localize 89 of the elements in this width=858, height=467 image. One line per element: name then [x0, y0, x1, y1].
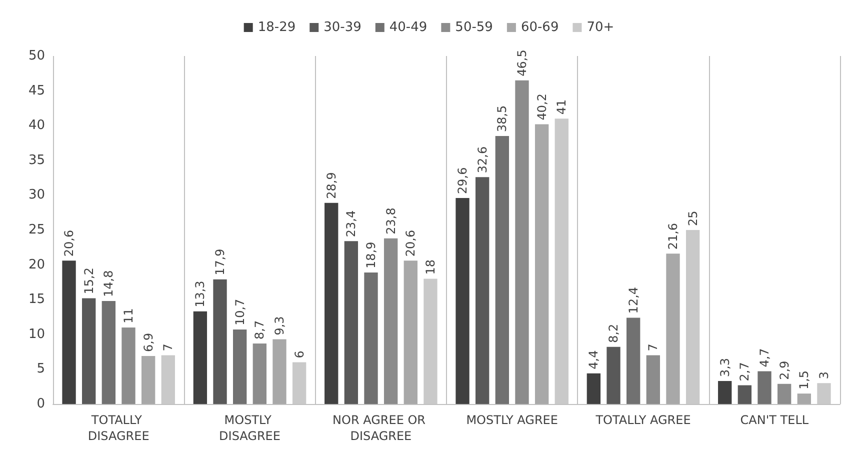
y-tick-label: 20 [28, 257, 45, 272]
bar [738, 385, 752, 404]
bar [777, 384, 792, 404]
y-tick-label: 40 [28, 118, 45, 134]
data-label: 29,6 [456, 167, 470, 194]
data-label: 1,5 [797, 370, 812, 390]
data-label: 15,2 [82, 267, 96, 294]
bar [718, 381, 732, 404]
data-label: 4,4 [586, 350, 601, 370]
data-label: 6,9 [141, 332, 156, 352]
data-label: 10,7 [232, 298, 247, 326]
legend-label: 60-69 [520, 20, 559, 35]
data-label: 18 [423, 259, 438, 275]
bar [797, 394, 811, 404]
data-label: 3,3 [718, 358, 732, 378]
bar [141, 356, 156, 404]
y-tick-label: 0 [36, 396, 45, 412]
data-label: 20,6 [404, 230, 418, 257]
bar [515, 80, 529, 404]
bar [82, 298, 96, 404]
x-tick-label: TOTALLY DISAGREE [88, 413, 150, 443]
data-label: 28,9 [324, 172, 338, 199]
data-label: 41 [554, 99, 569, 115]
data-label: 32,6 [475, 146, 490, 174]
bar [534, 124, 549, 404]
legend-label: 40-49 [389, 20, 428, 35]
bar [758, 371, 772, 404]
bar [404, 260, 418, 404]
y-tick-label: 30 [28, 188, 45, 203]
bar [233, 330, 247, 404]
data-label: 13,3 [193, 280, 208, 308]
x-tick-label: NOR AGREE OR DISAGREE [332, 413, 430, 443]
bar [193, 311, 208, 404]
y-tick-label: 15 [28, 292, 45, 308]
bar [456, 198, 470, 404]
bar [646, 355, 660, 404]
bar [272, 339, 286, 404]
legend-label: 30-39 [324, 20, 362, 35]
bar [384, 238, 398, 404]
bar [495, 136, 510, 404]
data-label: 2,9 [777, 360, 792, 380]
bar [606, 346, 620, 404]
bar [344, 241, 358, 404]
data-label: 11 [121, 308, 136, 324]
data-label: 40,2 [534, 93, 549, 120]
data-label: 7 [646, 344, 660, 352]
data-label: 2,7 [738, 362, 752, 382]
legend-label: 18-29 [258, 20, 296, 35]
x-tick-label: CAN'T TELL [740, 413, 809, 427]
data-label: 25 [686, 210, 700, 226]
bar [102, 300, 116, 404]
data-label: 23,4 [344, 210, 358, 238]
data-label: 20,6 [62, 230, 76, 257]
x-tick-label: MOSTLY DISAGREE [219, 413, 280, 443]
data-label: 8,2 [606, 324, 621, 343]
bar [62, 260, 76, 404]
bar [324, 202, 338, 404]
data-label: 8,7 [252, 320, 267, 340]
bar [213, 279, 227, 404]
bar [666, 254, 680, 404]
y-tick-label: 10 [28, 326, 45, 342]
data-label: 9,3 [272, 316, 286, 336]
data-label: 4,7 [758, 348, 772, 368]
y-tick-label: 25 [28, 222, 45, 238]
bar [476, 177, 490, 404]
x-tick-label: MOSTLY AGREE [466, 413, 558, 427]
y-tick-label: 35 [28, 152, 45, 168]
bar [252, 343, 266, 404]
x-tick-label: TOTALLY AGREE [594, 413, 691, 427]
bar [586, 373, 601, 404]
data-label: 23,8 [384, 208, 398, 234]
data-label: 46,5 [514, 50, 529, 76]
data-label: 6 [292, 350, 306, 358]
bar [626, 318, 640, 404]
legend-label: 50-59 [455, 20, 493, 35]
data-label: 18,9 [364, 242, 378, 268]
data-label: 12,4 [626, 286, 640, 314]
y-tick-label: 50 [28, 48, 45, 64]
bar [364, 272, 378, 404]
data-label: 3 [816, 371, 831, 380]
data-label: 21,6 [666, 222, 680, 250]
y-tick-label: 45 [28, 83, 45, 98]
bar [122, 327, 136, 404]
legend-label: 70+ [586, 20, 614, 35]
data-label: 7 [161, 344, 176, 352]
data-label: 14,8 [102, 270, 116, 297]
data-label: 17,9 [213, 248, 228, 276]
data-label: 38,5 [495, 105, 510, 132]
y-tick-label: 5 [36, 362, 45, 377]
